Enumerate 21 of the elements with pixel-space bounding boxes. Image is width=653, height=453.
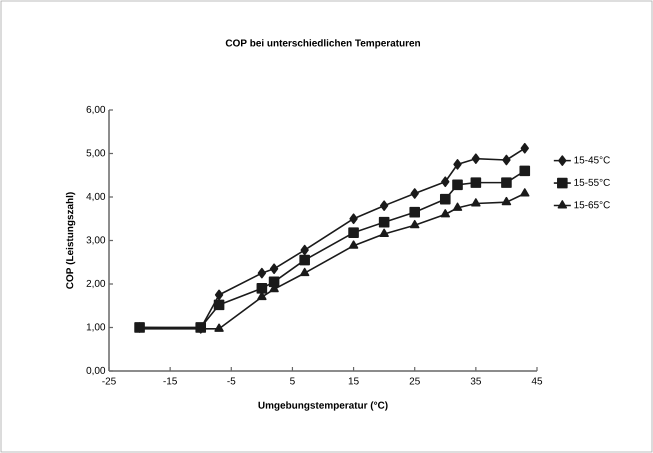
y-tick-label: 5,00	[86, 149, 106, 158]
y-axis-title: COP (Leistungszahl)	[66, 192, 76, 289]
y-tick-label: 3,00	[86, 236, 106, 245]
x-axis-title: Umgebungstemperatur (°C)	[258, 401, 388, 411]
x-tick-label: 5	[290, 378, 295, 384]
legend-label: 15-65°C	[574, 201, 610, 208]
y-tick-label: 2,00	[86, 280, 106, 288]
x-tick-label: 45	[532, 378, 542, 384]
legend-label: 15-55°C	[574, 178, 610, 186]
x-tick-label: -25	[102, 378, 116, 385]
y-tick-label: 1,00	[86, 323, 106, 332]
y-tick-label: 4,00	[86, 192, 106, 202]
legend-label: 15-45°C	[574, 156, 610, 164]
x-tick-label: 35	[470, 378, 481, 385]
y-tick-label: 0,00	[86, 366, 106, 376]
x-tick-label: -15	[163, 378, 177, 384]
chart-title: COP bei unterschiedlichen Temperaturen	[226, 39, 420, 48]
x-tick-label: -5	[227, 378, 236, 384]
x-tick-label: 25	[410, 378, 420, 385]
x-tick-label: 15	[348, 378, 359, 384]
y-tick-label: 6,00	[86, 106, 106, 114]
